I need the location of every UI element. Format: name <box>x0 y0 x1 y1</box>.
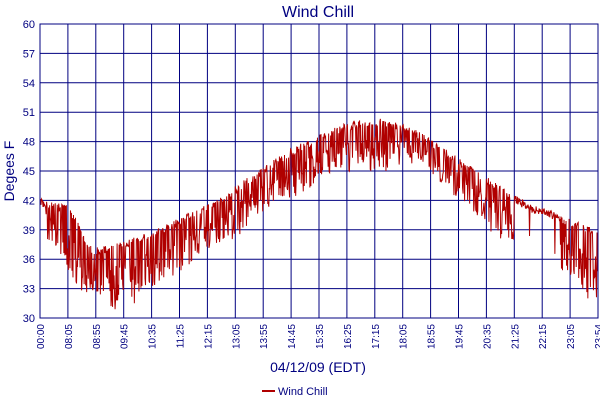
x-tick-label: 12:15 <box>203 324 214 349</box>
x-tick-label: 00:00 <box>36 324 47 349</box>
y-tick-label: 42 <box>23 195 35 207</box>
y-tick-label: 30 <box>23 313 35 325</box>
plot-border <box>39 23 599 319</box>
x-tick-label: 20:35 <box>482 324 493 349</box>
x-tick-label: 09:45 <box>120 324 131 349</box>
x-tick-label: 14:45 <box>287 324 298 349</box>
x-tick-label: 10:35 <box>148 324 159 349</box>
y-tick-label: 54 <box>23 78 35 90</box>
x-tick-label: 15:35 <box>315 324 326 349</box>
x-axis-label: 04/12/09 (EDT) <box>270 359 366 375</box>
y-axis-label: Degees F <box>1 141 17 202</box>
y-tick-label: 60 <box>23 19 35 31</box>
y-tick-label: 48 <box>23 137 35 149</box>
x-tick-label: 18:05 <box>399 324 410 349</box>
legend-label: Wind Chill <box>278 386 328 398</box>
x-tick-label: 18:55 <box>427 324 438 349</box>
x-tick-label: 17:15 <box>371 324 382 349</box>
y-tick-labels: 30 33 36 39 42 45 48 51 54 57 60 <box>23 19 35 325</box>
x-tick-label: 08:05 <box>64 324 75 349</box>
y-tick-label: 51 <box>23 107 35 119</box>
x-tick-label: 11:25 <box>176 324 187 349</box>
series-line-wind-chill <box>39 118 599 310</box>
y-tick-label: 36 <box>23 254 35 266</box>
x-tick-label: 21:25 <box>510 324 521 349</box>
x-tick-label: 13:05 <box>231 324 242 349</box>
x-tick-label: 23:05 <box>566 324 577 349</box>
chart-title: Wind Chill <box>282 4 354 21</box>
x-tick-label: 23:54 <box>594 324 600 349</box>
x-tick-label: 13:55 <box>259 324 270 349</box>
y-tick-label: 45 <box>23 166 35 178</box>
x-tick-label: 16:25 <box>343 324 354 349</box>
y-tick-label: 39 <box>23 225 35 237</box>
x-tick-label: 19:45 <box>455 324 466 349</box>
y-tick-label: 57 <box>23 48 35 60</box>
legend: Wind Chill <box>262 386 328 398</box>
x-tick-label: 22:15 <box>538 324 549 349</box>
x-tick-labels: 00:00 08:05 08:55 09:45 10:35 11:25 12:15 13:05… <box>36 324 600 349</box>
y-tick-label: 33 <box>23 284 35 296</box>
x-tick-label: 08:55 <box>92 324 103 349</box>
